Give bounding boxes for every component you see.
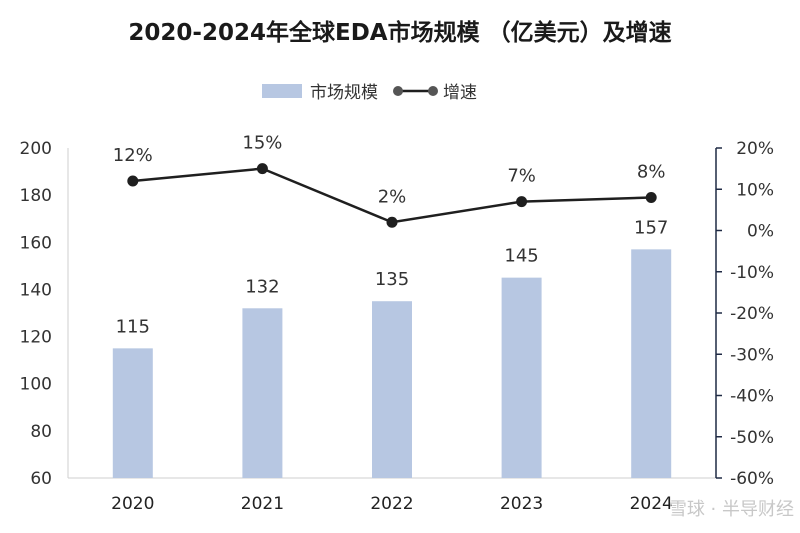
growth-data-label: 7% [507,166,536,187]
x-tick-label: 2020 [111,494,154,514]
bar-data-label: 135 [375,269,409,290]
y-left-tick-label: 80 [30,422,52,442]
y-left-tick-label: 160 [20,233,52,253]
bar [372,301,412,478]
legend-line-label: 增速 [443,83,477,103]
x-tick-label: 2023 [500,494,543,514]
growth-data-label: 12% [113,145,153,166]
growth-point [386,216,398,228]
x-tick-label: 2024 [630,494,673,514]
growth-data-label: 15% [242,133,282,154]
y-right-tick-label: 10% [736,180,774,200]
bar-data-label: 132 [245,276,279,297]
bar [242,308,283,478]
bar-data-label: 115 [116,316,150,337]
bar [631,249,672,478]
y-left-tick-label: 120 [20,328,52,348]
y-right-tick-label: -30% [730,345,774,365]
growth-point [127,175,139,187]
legend: 市场规模 增速 [262,83,477,103]
y-right-tick-label: -40% [730,387,774,407]
y-right-tick-label: -50% [730,428,774,448]
y-right-tick-label: 20% [736,139,774,159]
legend-line-marker-left [393,86,403,96]
x-tick-label: 2021 [241,494,284,514]
y-right-tick-label: -20% [730,304,774,324]
bar [501,277,542,478]
legend-bar-label: 市场规模 [310,83,378,103]
watermark-text: 雪球 · 半导财经 [669,499,794,520]
y-left-tick-label: 140 [20,280,52,300]
growth-point [645,192,657,203]
plot-area: 60 80 100 120 140 160 180 200 -60% -50% -40% -30% -2… [20,133,774,514]
y-left-tick-label: 200 [20,139,52,159]
growth-point [256,163,268,175]
bar [112,348,153,478]
legend-bar-swatch [262,84,302,98]
y-left-tick-label: 100 [20,375,52,395]
x-tick-label: 2022 [370,494,413,514]
y-left-tick-label: 180 [20,186,52,206]
y-right-tick-label: 0% [747,222,774,242]
bar-data-label: 157 [634,217,668,238]
chart-title: 2020-2024年全球EDA市场规模 （亿美元）及增速 [128,19,671,46]
growth-data-label: 2% [378,186,407,207]
growth-point [516,196,528,208]
legend-line-marker-right [428,86,438,96]
growth-data-label: 8% [637,162,666,183]
y-right-tick-label: -10% [730,263,774,283]
y-left-tick-label: 60 [30,469,52,489]
y-right-tick-label: -60% [730,469,774,489]
bar-data-label: 145 [504,246,538,267]
